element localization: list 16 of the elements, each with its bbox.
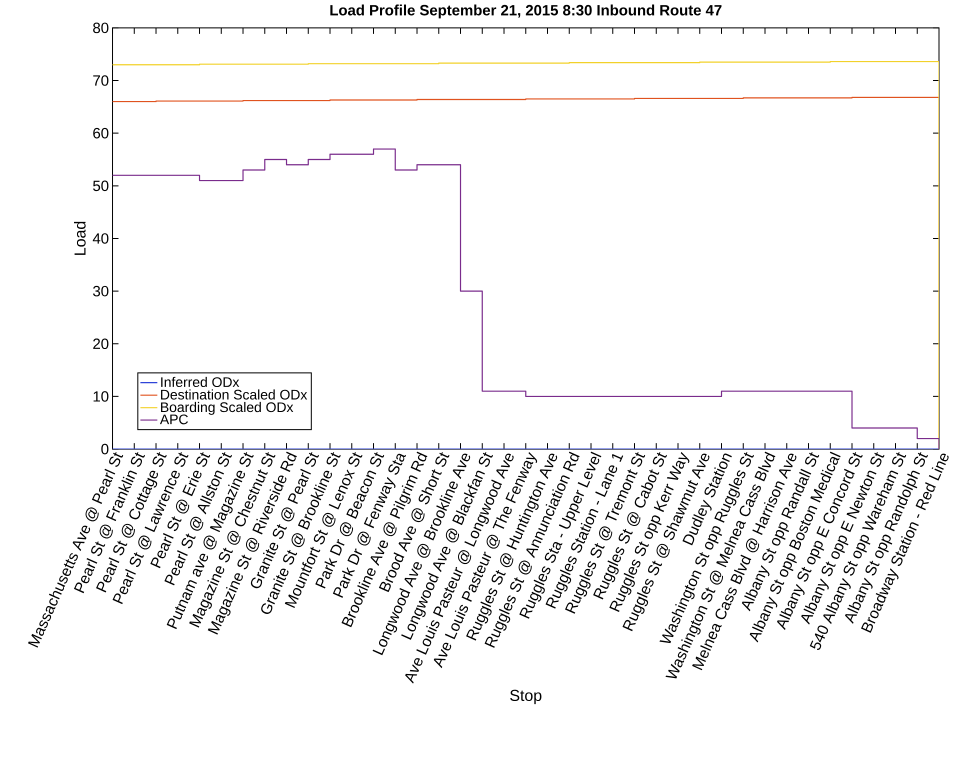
legend-label: Inferred ODx xyxy=(161,376,240,388)
y-tick-label: 40 xyxy=(92,233,108,244)
y-axis-title: Load xyxy=(74,222,86,255)
y-tick-label: 50 xyxy=(93,180,108,192)
y-tick-label: 60 xyxy=(93,128,108,139)
legend-label: Destination Scaled ODx xyxy=(161,390,308,400)
y-tick-label: 80 xyxy=(93,22,108,34)
y-tick-label: 30 xyxy=(93,286,108,297)
legend-label: APC xyxy=(160,414,188,424)
legend-label: Boarding Scaled ODx xyxy=(161,402,294,415)
y-tick-label: 20 xyxy=(93,338,108,350)
x-axis-title: Stop xyxy=(510,690,542,704)
y-tick-label: 10 xyxy=(94,391,108,402)
y-tick-label: 0 xyxy=(101,444,108,454)
chart-title: Load Profile September 21, 2015 8:30 Inbound Route 47 xyxy=(330,4,722,19)
y-tick-label: 70 xyxy=(93,75,108,86)
